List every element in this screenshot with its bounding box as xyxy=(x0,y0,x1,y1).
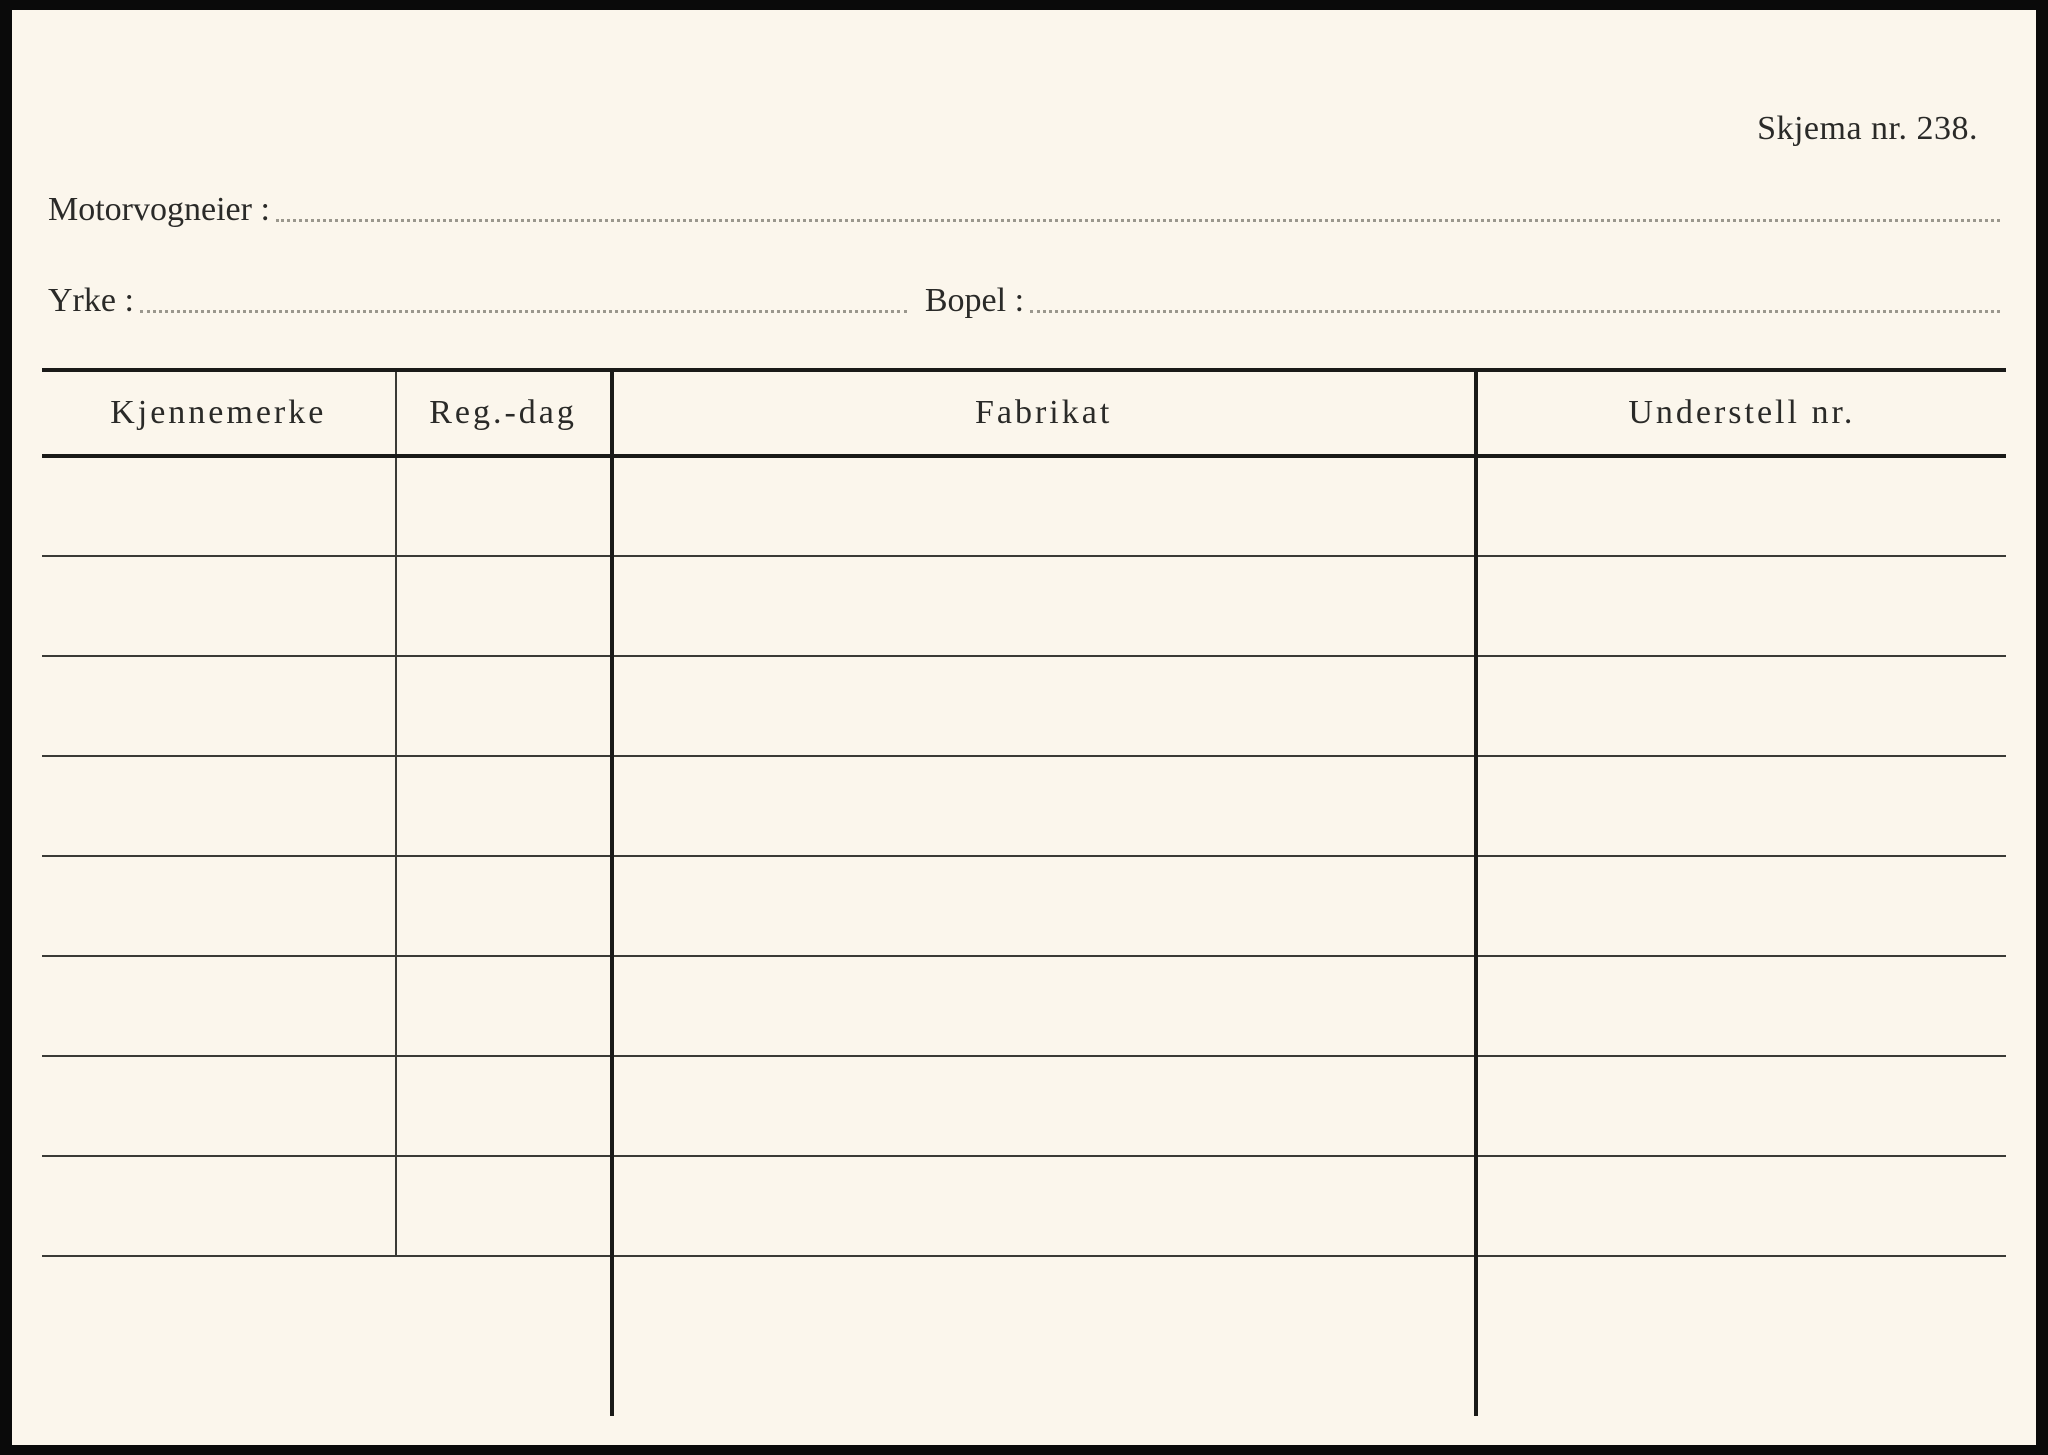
cell xyxy=(396,856,612,956)
cell xyxy=(1476,656,2006,756)
occupation-residence-row: Yrke : Bopel : xyxy=(48,277,2000,320)
occupation-field: Yrke : xyxy=(48,277,907,320)
residence-value-line xyxy=(1030,279,2000,313)
cell xyxy=(612,456,1476,556)
table-header-row: Kjennemerke Reg.-dag Fabrikat Understell… xyxy=(42,370,2006,456)
cell xyxy=(42,956,396,1056)
cell xyxy=(396,456,612,556)
cell xyxy=(42,656,396,756)
table-body xyxy=(42,456,2006,1416)
residence-label: Bopel : xyxy=(925,282,1030,320)
cell xyxy=(1476,956,2006,1056)
cell xyxy=(42,556,396,656)
cell xyxy=(1476,856,2006,956)
cell xyxy=(1476,1256,2006,1416)
table-row xyxy=(42,856,2006,956)
col-reg-dag: Reg.-dag xyxy=(396,370,612,456)
cell xyxy=(42,856,396,956)
cell xyxy=(42,1056,396,1156)
vehicle-table: Kjennemerke Reg.-dag Fabrikat Understell… xyxy=(42,368,2006,1416)
cell xyxy=(42,456,396,556)
owner-label: Motorvogneier : xyxy=(48,191,276,229)
owner-field-row: Motorvogneier : xyxy=(48,186,2000,229)
cell xyxy=(396,1056,612,1156)
residence-field: Bopel : xyxy=(925,277,2000,320)
cell xyxy=(1476,1056,2006,1156)
cell xyxy=(1476,556,2006,656)
table-row xyxy=(42,1156,2006,1256)
table-row xyxy=(42,1056,2006,1156)
col-fabrikat: Fabrikat xyxy=(612,370,1476,456)
col-understell-nr: Understell nr. xyxy=(1476,370,2006,456)
cell xyxy=(42,1256,396,1416)
cell xyxy=(396,956,612,1056)
owner-value-line xyxy=(276,188,2000,222)
table-row xyxy=(42,656,2006,756)
cell xyxy=(396,556,612,656)
cell xyxy=(42,1156,396,1256)
cell xyxy=(612,656,1476,756)
cell xyxy=(612,756,1476,856)
table-row xyxy=(42,456,2006,556)
cell xyxy=(396,656,612,756)
cell xyxy=(1476,756,2006,856)
table-row xyxy=(42,756,2006,856)
cell xyxy=(1476,1156,2006,1256)
cell xyxy=(612,956,1476,1056)
cell xyxy=(396,1156,612,1256)
cell xyxy=(396,756,612,856)
cell xyxy=(396,1256,612,1416)
occupation-label: Yrke : xyxy=(48,282,140,320)
cell xyxy=(1476,456,2006,556)
cell xyxy=(612,1156,1476,1256)
col-kjennemerke: Kjennemerke xyxy=(42,370,396,456)
table-row xyxy=(42,556,2006,656)
cell xyxy=(42,756,396,856)
cell xyxy=(612,556,1476,656)
cell xyxy=(612,1056,1476,1156)
table-row xyxy=(42,1256,2006,1416)
occupation-value-line xyxy=(140,279,907,313)
cell xyxy=(612,856,1476,956)
table-row xyxy=(42,956,2006,1056)
registration-card: Skjema nr. 238. Motorvogneier : Yrke : B… xyxy=(12,10,2036,1445)
cell xyxy=(612,1256,1476,1416)
form-number: Skjema nr. 238. xyxy=(42,110,1978,148)
